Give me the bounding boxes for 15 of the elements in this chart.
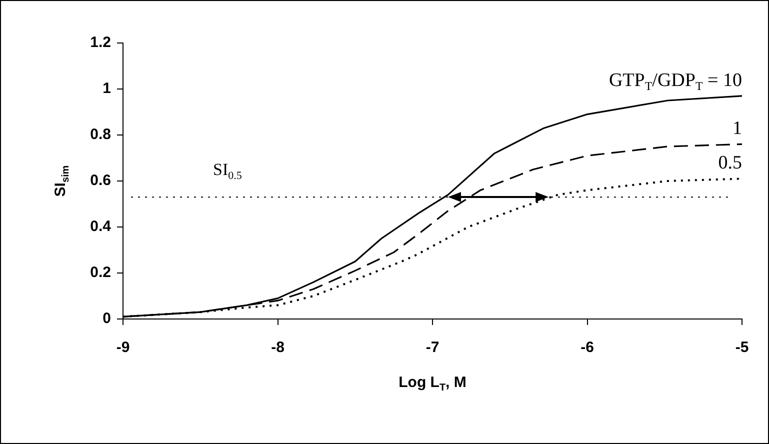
x-tick-label: -9 — [116, 339, 130, 356]
x-tick-label: -7 — [426, 339, 440, 356]
y-tick-label: 0 — [102, 310, 111, 328]
series-label: 0.5 — [718, 152, 742, 174]
y-tick-label: 0.8 — [90, 126, 111, 144]
y-tick-label: 0.6 — [90, 172, 111, 190]
x-tick-label: -5 — [735, 339, 749, 356]
y-tick-label: 0.2 — [90, 264, 111, 282]
x-tick-label: -6 — [580, 339, 594, 356]
y-tick-label: 1.2 — [90, 34, 111, 52]
series-label: 1 — [732, 118, 742, 140]
y-axis-title: SIsim — [52, 165, 72, 197]
y-tick-label: 1 — [102, 80, 111, 98]
x-tick-label: -8 — [271, 339, 284, 356]
y-tick-label: 0.4 — [90, 218, 112, 236]
